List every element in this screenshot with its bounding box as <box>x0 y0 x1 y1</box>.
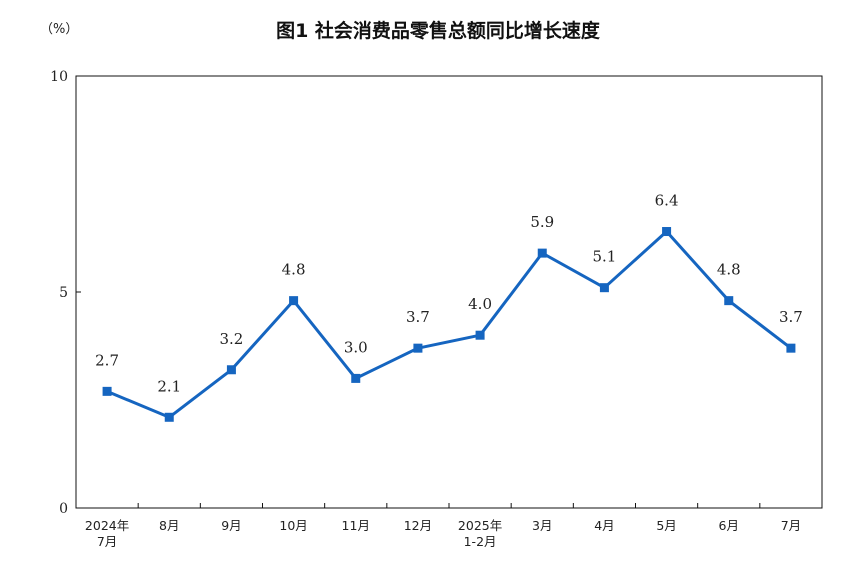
x-tick-label: 6月 <box>719 518 739 533</box>
data-label: 2.7 <box>95 351 119 369</box>
data-point <box>662 227 672 237</box>
data-point <box>289 296 299 306</box>
x-tick-label: 7月 <box>97 534 117 549</box>
data-point <box>164 412 174 422</box>
y-tick-label: 5 <box>59 285 68 301</box>
data-point <box>786 343 796 353</box>
data-label: 5.1 <box>592 248 616 266</box>
x-tick-label: 11月 <box>342 518 370 533</box>
data-point <box>537 248 547 258</box>
data-label: 3.7 <box>406 308 430 326</box>
x-tick-label: 2024年 <box>85 518 129 533</box>
data-point <box>724 296 734 306</box>
data-label: 3.0 <box>344 338 368 356</box>
x-tick-label: 7月 <box>781 518 801 533</box>
data-label: 4.8 <box>282 261 306 279</box>
x-tick-label: 1-2月 <box>464 534 497 549</box>
plot-frame <box>75 75 823 509</box>
data-point <box>351 373 361 383</box>
data-label: 3.7 <box>779 308 803 326</box>
data-label: 6.4 <box>655 192 679 210</box>
data-label: 2.1 <box>157 377 181 395</box>
x-tick-label: 8月 <box>159 518 179 533</box>
x-tick-label: 5月 <box>656 518 676 533</box>
x-tick-label: 3月 <box>532 518 552 533</box>
data-point <box>475 330 485 340</box>
x-tick-label: 2025年 <box>458 518 502 533</box>
x-tick-label: 9月 <box>221 518 241 533</box>
y-unit-label: （%） <box>40 22 78 37</box>
data-point <box>226 365 236 375</box>
series-line <box>106 230 792 419</box>
data-label: 3.2 <box>219 330 243 348</box>
data-label: 4.8 <box>717 261 741 279</box>
data-label: 4.0 <box>468 295 492 313</box>
data-point <box>102 386 112 396</box>
y-tick-label: 0 <box>59 501 68 517</box>
data-point <box>413 343 423 353</box>
x-tick-label: 12月 <box>404 518 432 533</box>
x-tick-label: 10月 <box>279 518 307 533</box>
x-tick-label: 4月 <box>594 518 614 533</box>
data-label: 5.9 <box>530 213 554 231</box>
data-point <box>599 283 609 293</box>
y-tick-label: 10 <box>50 69 68 85</box>
chart-title: 图1 社会消费品零售总额同比增长速度 <box>276 19 601 42</box>
